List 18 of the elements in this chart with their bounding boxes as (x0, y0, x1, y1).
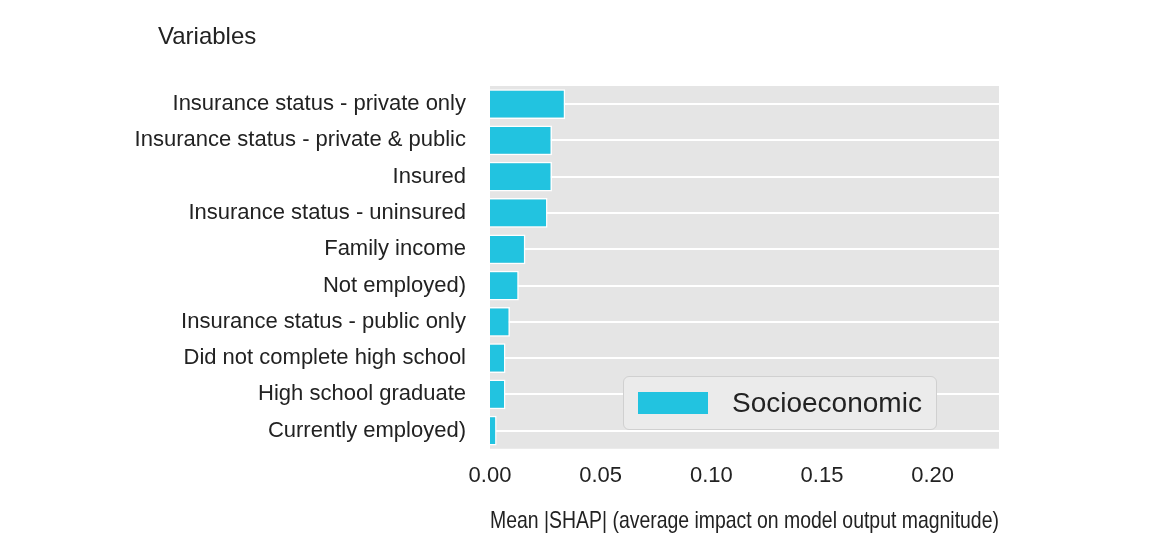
y-tick-label: Currently employed) (267, 416, 466, 442)
x-tick-label: 0.10 (689, 462, 733, 488)
y-tick-label: High school graduate (258, 380, 466, 406)
x-tick-label: 0.05 (579, 462, 623, 488)
x-tick-label: 0.15 (800, 462, 844, 488)
y-tick-label: Insured (392, 162, 466, 188)
y-tick-label: Family income (324, 235, 466, 261)
x-tick-label: 0.20 (911, 462, 955, 488)
y-tick-label: Insurance status - private & public (134, 126, 466, 152)
y-tick-label: Not employed) (322, 271, 466, 297)
y-tick-label: Did not complete high school (183, 344, 466, 370)
x-tick-label: 0.00 (468, 462, 512, 488)
y-axis-title: Variables (158, 22, 257, 50)
x-axis-title: Mean |SHAP| (average impact on model output magnitude) (490, 506, 999, 534)
y-tick-label: Insurance status - public only (181, 307, 466, 333)
legend-label: Socioeconomic (732, 387, 922, 419)
y-tick-label: Insurance status - private only (172, 90, 466, 116)
y-tick-label: Insurance status - uninsured (188, 199, 466, 225)
